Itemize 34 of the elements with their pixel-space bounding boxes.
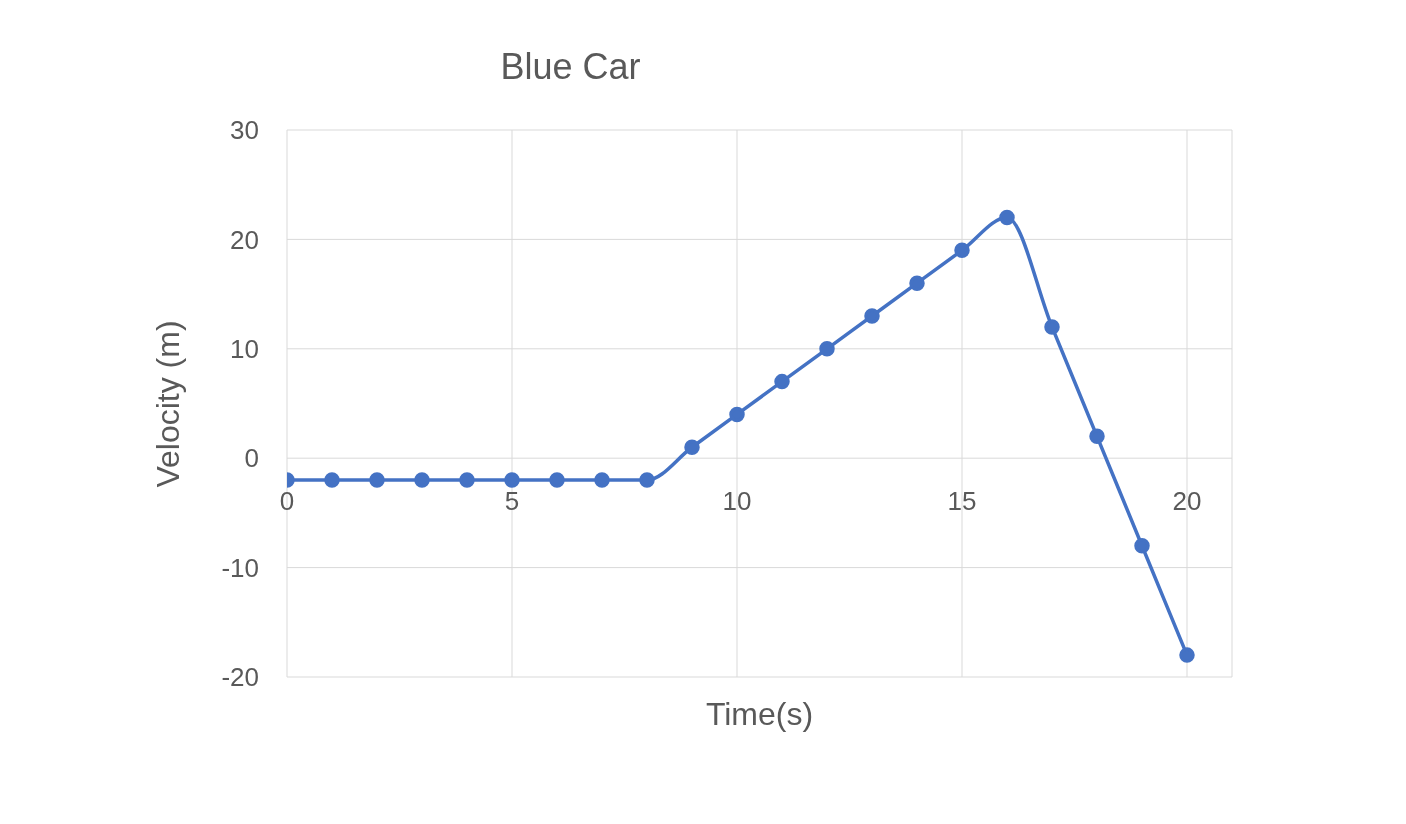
point — [1044, 319, 1060, 335]
y-tick-label: -20 — [221, 662, 259, 693]
point — [324, 472, 340, 488]
y-tick-label: 10 — [230, 334, 259, 365]
y-tick-label: -10 — [221, 552, 259, 583]
point — [1089, 428, 1105, 445]
y-axis-title: Velocity (m) — [149, 318, 187, 490]
y-tick-label: 0 — [244, 443, 259, 474]
x-tick-label: 10 — [722, 486, 752, 517]
point — [999, 209, 1015, 226]
point — [504, 472, 520, 488]
point — [369, 472, 385, 488]
point — [549, 472, 565, 488]
x-tick-label: 5 — [504, 486, 520, 517]
point — [684, 439, 700, 456]
x-tick-label: 0 — [279, 486, 295, 517]
point — [1134, 537, 1150, 554]
point — [774, 373, 790, 390]
x-axis-title: Time(s) — [704, 696, 815, 733]
y-tick-label: 20 — [230, 224, 259, 255]
point — [954, 242, 970, 259]
x-tick-label: 15 — [947, 486, 977, 517]
point — [909, 275, 925, 291]
point — [459, 472, 475, 488]
point — [1179, 647, 1195, 663]
point — [414, 472, 430, 488]
y-tick-label: 30 — [230, 115, 259, 146]
x-tick-label: 20 — [1172, 486, 1202, 517]
chart-title: Blue Car — [499, 46, 642, 88]
point — [594, 472, 610, 488]
point — [639, 472, 655, 488]
point — [819, 341, 835, 357]
point — [729, 406, 745, 423]
point — [864, 308, 880, 324]
